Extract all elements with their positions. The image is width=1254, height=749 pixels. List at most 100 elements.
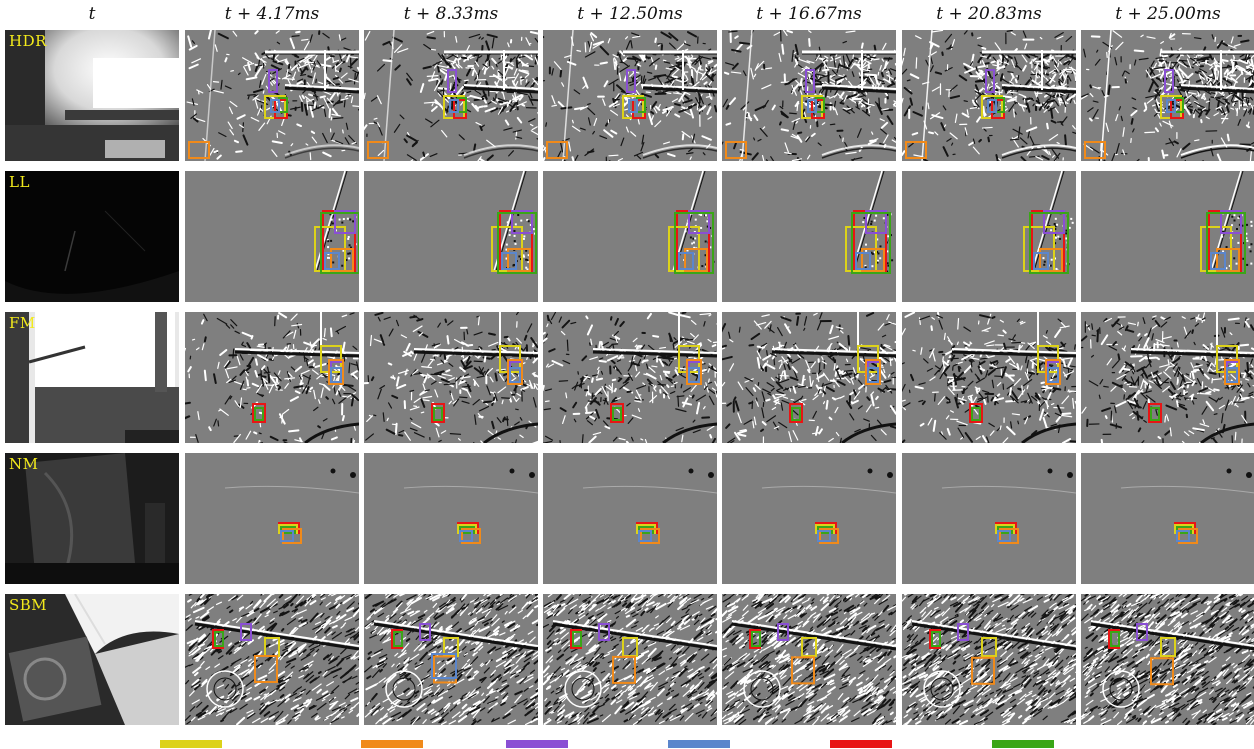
box-blue <box>509 367 521 383</box>
box-yellow <box>801 637 817 657</box>
box-orange <box>819 528 839 544</box>
box-orange <box>367 141 389 159</box>
box-orange <box>330 248 354 272</box>
box-blue <box>449 99 459 113</box>
event-frame-sbm-5 <box>902 594 1076 725</box>
box-purple <box>805 69 815 93</box>
box-blue <box>1166 99 1176 113</box>
box-purple <box>985 69 995 93</box>
box-purple <box>268 69 278 93</box>
event-frame-ll-6 <box>1081 171 1254 302</box>
column-header-1: t + 4.17ms <box>224 4 320 24</box>
event-frame-fm-6 <box>1081 312 1254 443</box>
legend-swatch-4 <box>830 740 892 748</box>
box-yellow <box>981 637 997 657</box>
event-frame-hdr-1 <box>185 30 359 161</box>
column-header-0: t <box>88 4 96 24</box>
box-purple <box>1136 623 1148 641</box>
box-orange <box>282 528 302 544</box>
event-frame-fm-2 <box>364 312 538 443</box>
event-frame-nm-1 <box>185 453 359 584</box>
column-header-3: t + 12.50ms <box>577 4 683 24</box>
event-frame-fm-1 <box>185 312 359 443</box>
box-orange <box>1045 359 1061 385</box>
column-header-2: t + 8.33ms <box>403 4 499 24</box>
box-purple <box>1043 210 1065 234</box>
legend-swatch-5 <box>992 740 1054 748</box>
row-label-nm: NM <box>9 455 39 473</box>
photo-hdr: HDR <box>5 30 179 161</box>
box-orange <box>507 248 531 272</box>
box-purple <box>334 210 356 234</box>
box-yellow <box>1160 637 1176 657</box>
legend-swatch-0 <box>160 740 222 748</box>
event-frame-ll-1 <box>185 171 359 302</box>
box-orange <box>1216 248 1240 272</box>
box-purple <box>1220 210 1242 234</box>
box-blue <box>678 252 694 270</box>
box-red <box>610 403 624 423</box>
box-blue <box>1210 252 1226 270</box>
box-orange <box>1039 248 1063 272</box>
box-blue <box>688 367 700 383</box>
box-green <box>1029 212 1069 274</box>
event-frame-sbm-2 <box>364 594 538 725</box>
box-orange <box>861 248 885 272</box>
event-frame-hdr-5 <box>902 30 1076 161</box>
box-orange <box>1150 657 1174 686</box>
event-frame-ll-5 <box>902 171 1076 302</box>
event-frame-sbm-3 <box>543 594 717 725</box>
event-frame-ll-2 <box>364 171 538 302</box>
box-green <box>320 212 359 274</box>
box-red <box>431 403 445 423</box>
box-blue <box>459 530 473 542</box>
box-purple <box>957 623 969 641</box>
box-orange <box>791 656 815 685</box>
event-frame-hdr-3 <box>543 30 717 161</box>
event-frame-nm-3 <box>543 453 717 584</box>
event-frame-nm-5 <box>902 453 1076 584</box>
box-blue <box>638 530 652 542</box>
box-blue <box>1033 252 1049 270</box>
row-label-hdr: HDR <box>9 32 47 50</box>
box-green <box>1150 407 1160 421</box>
box-green <box>1206 212 1246 274</box>
row-label-fm: FM <box>9 314 36 332</box>
event-frame-hdr-2 <box>364 30 538 161</box>
box-blue <box>807 99 817 113</box>
event-frame-nm-2 <box>364 453 538 584</box>
legend-swatch-3 <box>668 740 730 748</box>
box-orange <box>461 528 481 544</box>
box-red <box>789 403 803 423</box>
event-frame-hdr-4 <box>722 30 896 161</box>
box-orange <box>640 528 660 544</box>
box-orange <box>1084 141 1106 159</box>
box-red <box>1148 403 1162 423</box>
box-green <box>674 212 714 274</box>
box-purple <box>688 210 710 234</box>
box-green <box>497 212 537 274</box>
legend-swatch-1 <box>361 740 423 748</box>
box-orange <box>188 141 210 159</box>
box-orange <box>686 359 702 385</box>
box-blue <box>431 653 457 679</box>
box-blue <box>855 252 871 270</box>
box-green <box>1110 631 1120 647</box>
column-header-4: t + 16.67ms <box>756 4 862 24</box>
box-purple <box>777 623 789 641</box>
box-orange <box>905 141 927 159</box>
box-orange <box>725 141 747 159</box>
box-green <box>572 631 582 647</box>
box-green <box>751 631 761 647</box>
box-blue <box>270 99 280 113</box>
legend-swatch-2 <box>506 740 568 748</box>
box-green <box>851 212 891 274</box>
event-frame-ll-3 <box>543 171 717 302</box>
event-frame-fm-4 <box>722 312 896 443</box>
box-orange <box>612 655 636 684</box>
box-blue <box>1176 530 1190 542</box>
box-orange <box>1178 528 1198 544</box>
event-frame-sbm-4 <box>722 594 896 725</box>
box-orange <box>507 359 523 385</box>
box-orange <box>328 359 344 385</box>
